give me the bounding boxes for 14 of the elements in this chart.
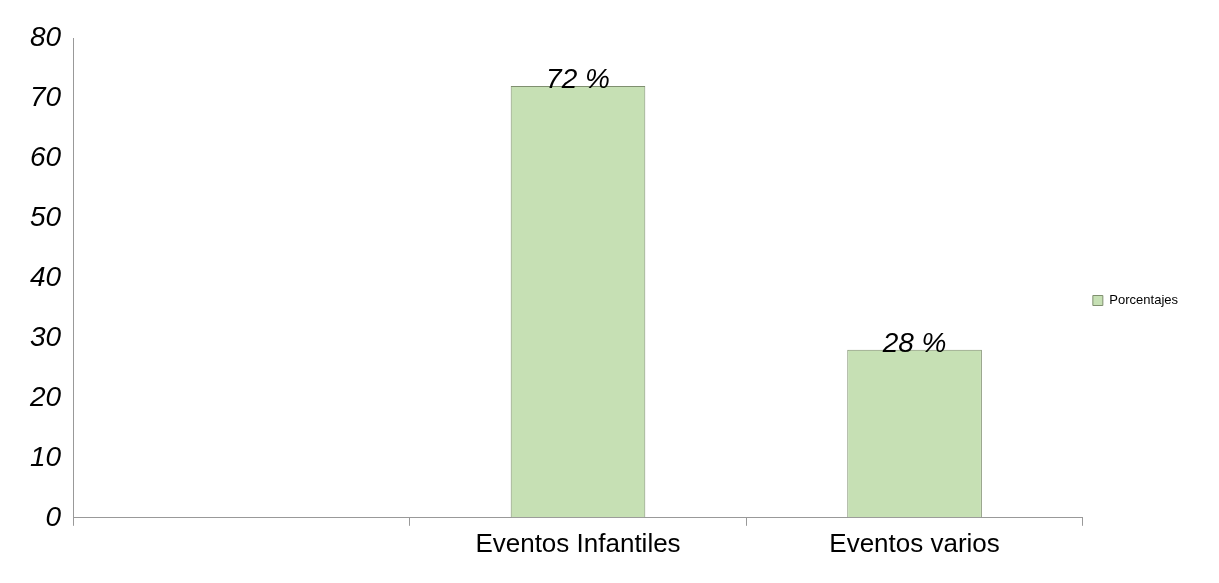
y-tick-label: 20: [28, 380, 62, 412]
y-tick-label: 40: [29, 260, 62, 292]
y-tick-label: 10: [29, 440, 62, 472]
y-tick-label: 80: [29, 20, 62, 52]
y-tick-label: 60: [29, 140, 62, 172]
y-tick-label: 70: [29, 80, 62, 112]
x-tick-label: Eventos Infantiles: [475, 527, 681, 558]
x-tick-label: Eventos varios: [829, 527, 1000, 558]
data-label: 72 %: [546, 62, 610, 94]
y-tick-label: 0: [45, 500, 62, 532]
y-tick-label: 30: [29, 320, 62, 352]
y-tick-label: 50: [29, 200, 62, 232]
legend-label: Porcentajes: [1109, 292, 1179, 308]
data-label: 28 %: [881, 326, 947, 358]
